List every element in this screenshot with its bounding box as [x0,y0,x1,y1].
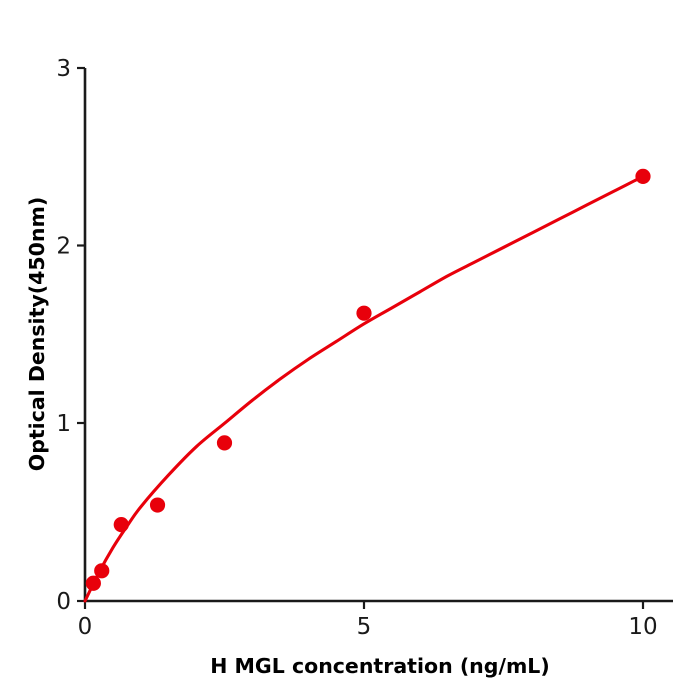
data-point-marker [635,168,651,184]
data-point-marker [149,497,166,513]
y-axis-title: Optical Density(450nm) [25,197,49,471]
fit-curve-group [83,174,645,603]
y-tick-label-3: 3 [56,56,71,82]
data-point-marker [94,563,110,579]
x-tick-label-1: 5 [357,614,372,640]
x-tick-label-0: 0 [78,614,93,640]
data-points-group [85,168,651,591]
y-tick-label-1: 1 [56,411,71,437]
data-point-marker [216,435,233,451]
y-tick-label-0: 0 [56,589,71,615]
data-point-marker [113,517,129,533]
x-tick-label-2: 10 [628,614,657,640]
y-tick-label-2: 2 [56,234,71,260]
fit-curve-line [83,174,645,603]
data-point-marker [356,305,372,321]
x-axis-title: H MGL concentration (ng/mL) [210,654,550,678]
data-point-marker [85,575,101,591]
